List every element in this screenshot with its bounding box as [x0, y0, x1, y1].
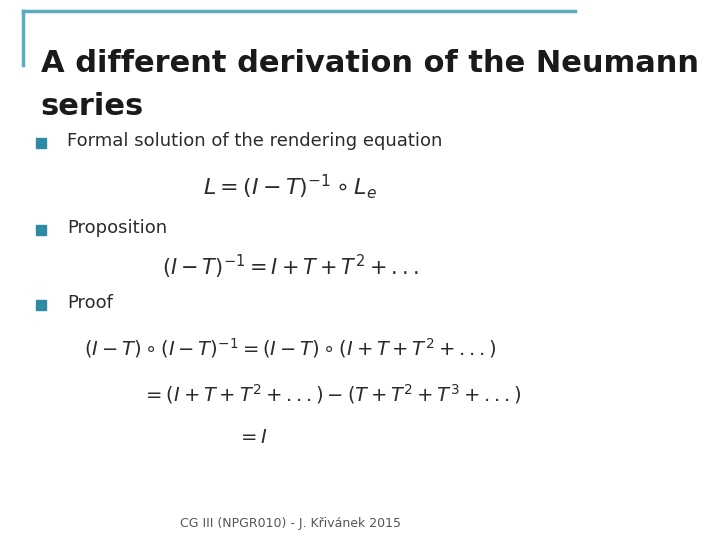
Text: $(I - T)^{-1} = I + T + T^2 + ...$: $(I - T)^{-1} = I + T + T^2 + ...$ — [162, 253, 419, 281]
Text: series: series — [40, 92, 144, 121]
Text: Formal solution of the rendering equation: Formal solution of the rendering equatio… — [67, 132, 442, 151]
Text: $= I$: $= I$ — [237, 428, 269, 447]
Text: $= (I + T + T^2 + ...) - (T + T^2 + T^3 + ...)$: $= (I + T + T^2 + ...) - (T + T^2 + T^3 … — [142, 382, 521, 406]
Text: A different derivation of the Neumann: A different derivation of the Neumann — [40, 49, 698, 78]
Text: $(I - T) \circ (I - T)^{-1} = (I - T) \circ (I + T + T^2 + ...)$: $(I - T) \circ (I - T)^{-1} = (I - T) \c… — [84, 336, 497, 360]
Text: Proposition: Proposition — [67, 219, 167, 237]
Text: $L = (I - T)^{-1} \circ L_e$: $L = (I - T)^{-1} \circ L_e$ — [203, 172, 377, 201]
Text: Proof: Proof — [67, 294, 113, 313]
Text: CG III (NPGR010) - J. Křivánek 2015: CG III (NPGR010) - J. Křivánek 2015 — [180, 517, 401, 530]
